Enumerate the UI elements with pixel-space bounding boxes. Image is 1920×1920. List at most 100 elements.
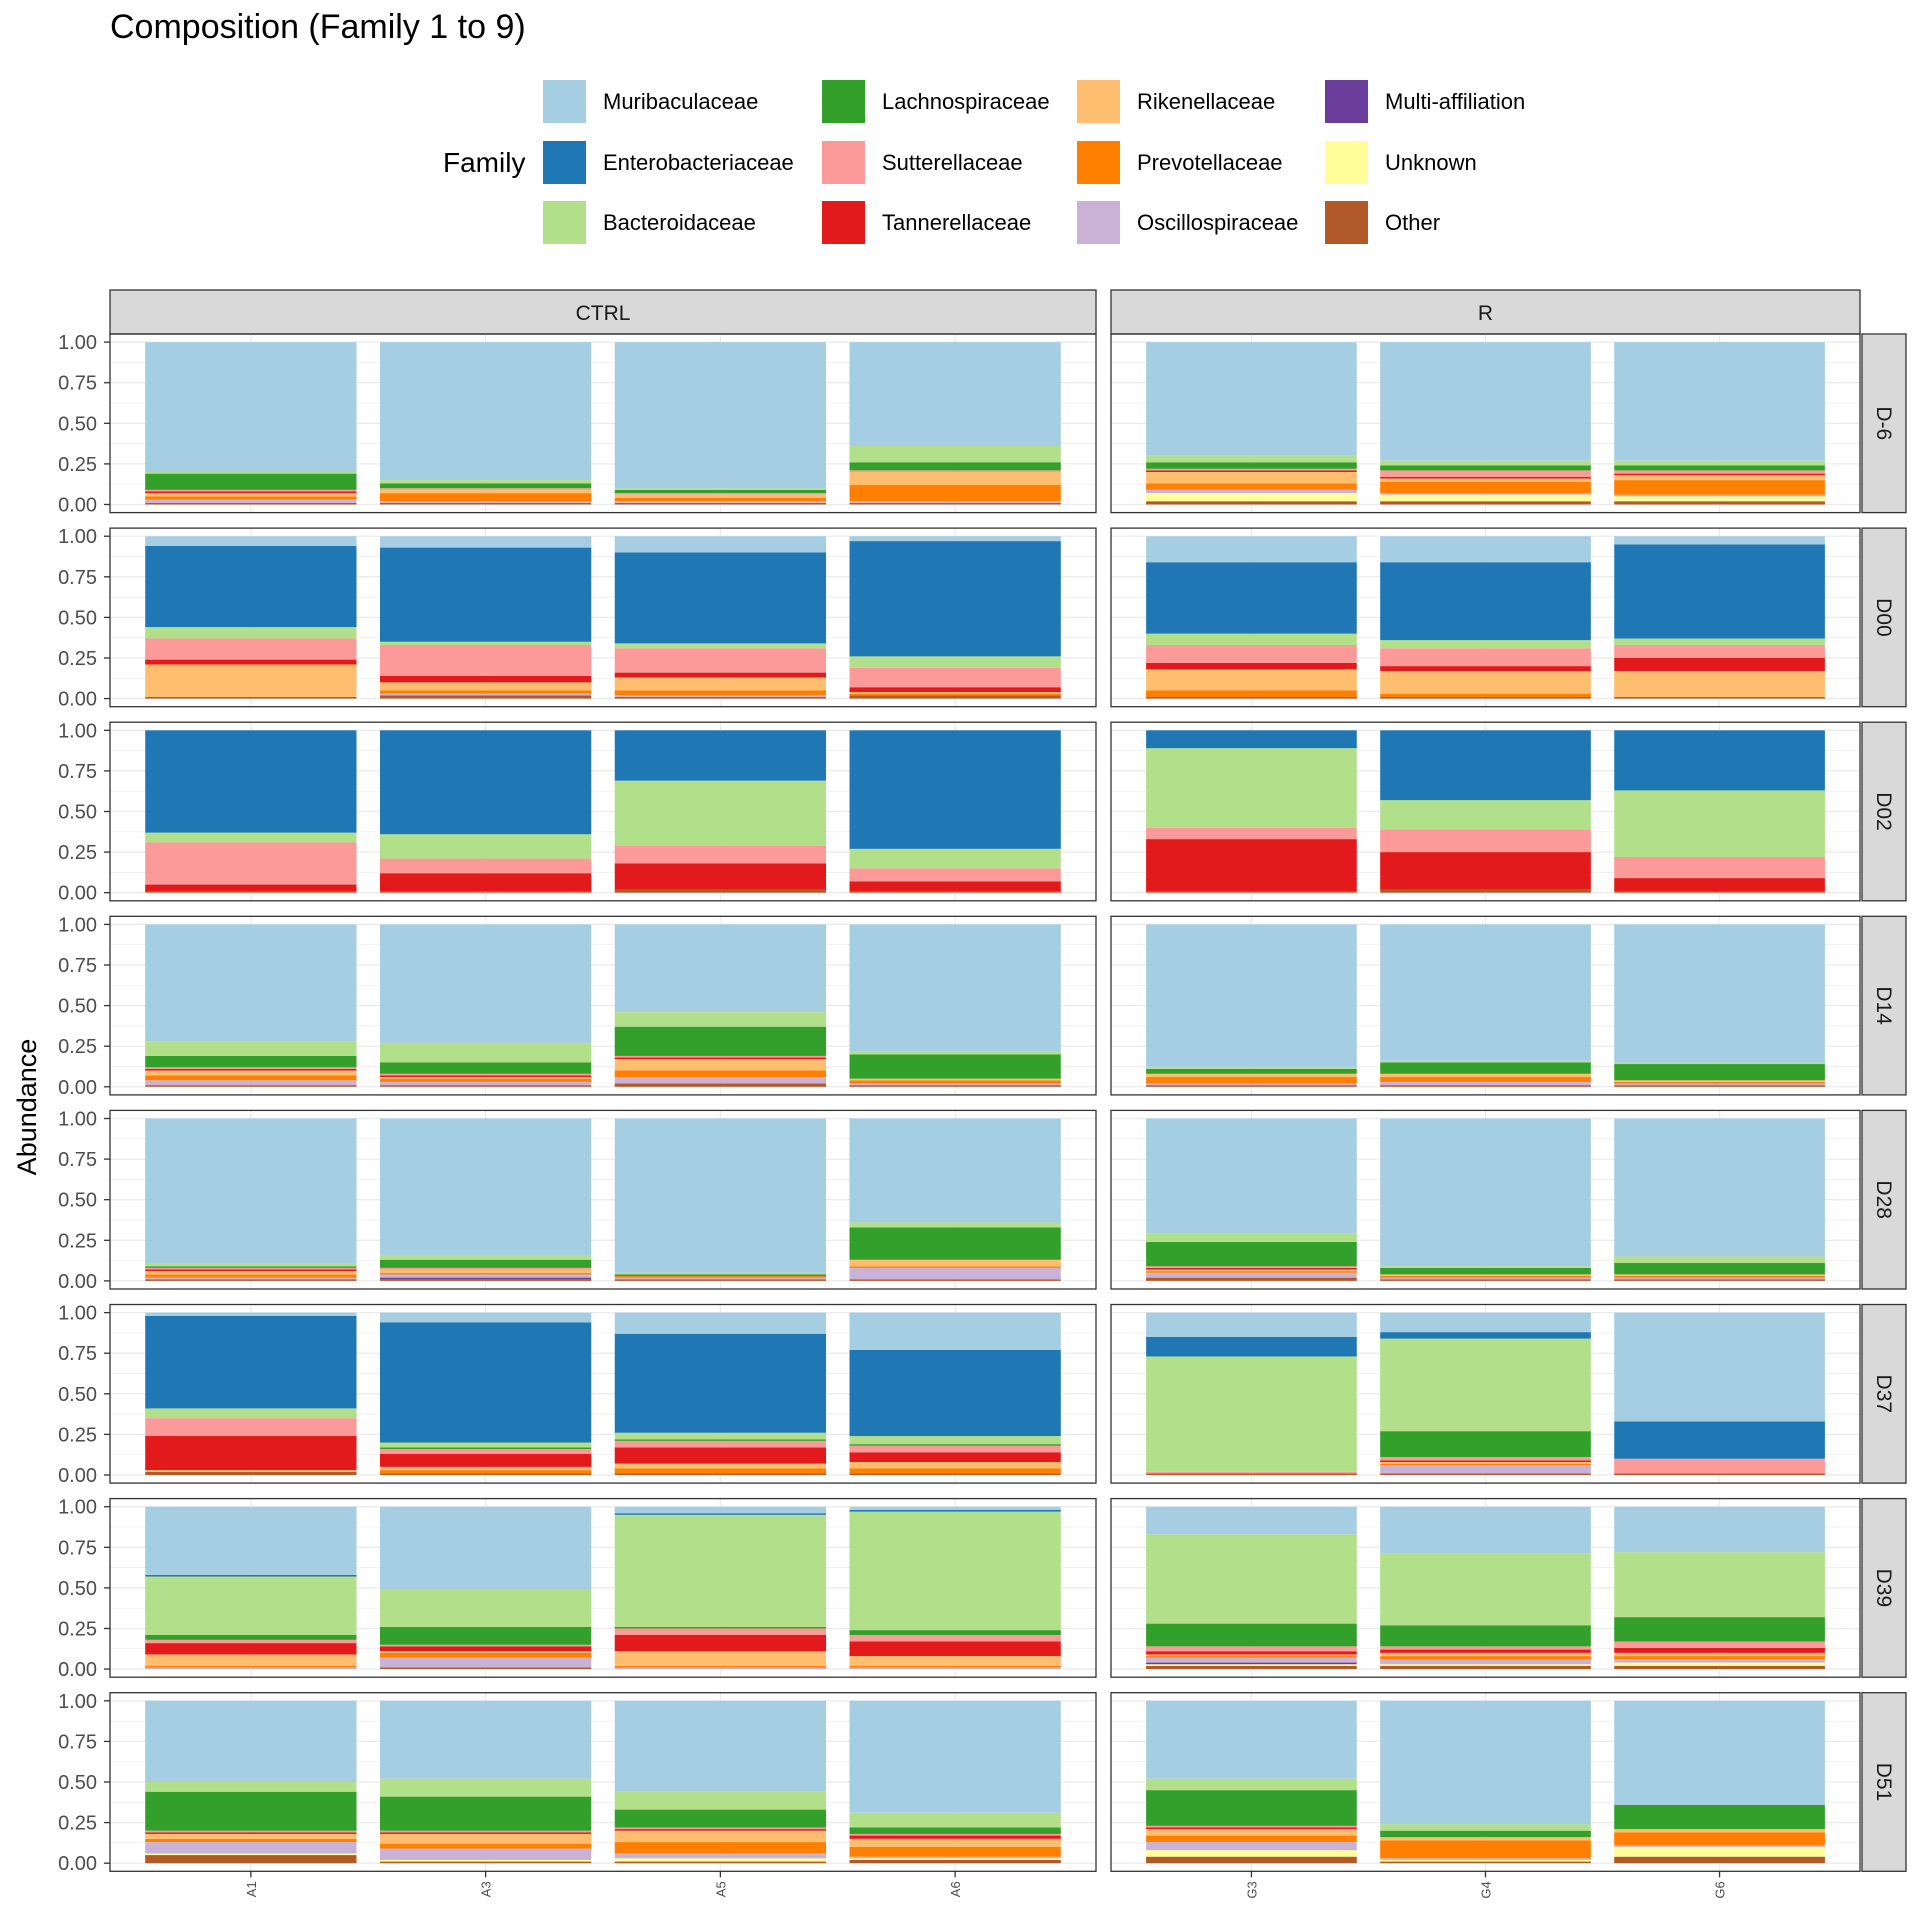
bar-segment xyxy=(379,1830,592,1833)
bar-segment xyxy=(614,1012,827,1027)
bar-segment xyxy=(1614,1700,1825,1805)
legend-swatch xyxy=(822,141,865,184)
bar-segment xyxy=(1380,800,1591,830)
bar-segment xyxy=(379,493,592,502)
bar-segment xyxy=(379,1861,592,1864)
legend-item: Oscillospiraceae xyxy=(1077,201,1298,244)
bar-segment xyxy=(849,1118,1061,1223)
y-tick-label: 0.50 xyxy=(58,1772,97,1794)
bar-segment xyxy=(1380,924,1591,1061)
bar-segment xyxy=(1380,1858,1591,1860)
bar-segment xyxy=(849,1856,1061,1859)
bar-segment xyxy=(1380,1861,1591,1864)
bar-segment xyxy=(614,1827,827,1830)
bar-segment xyxy=(145,1070,357,1076)
bar-segment xyxy=(1380,1646,1591,1650)
bar-segment xyxy=(145,1067,357,1069)
bar-segment xyxy=(614,1506,827,1514)
bar-segment xyxy=(145,891,357,893)
bar-segment xyxy=(145,1832,357,1834)
bar-segment xyxy=(1146,1068,1357,1074)
bar-segment xyxy=(145,1271,357,1275)
legend-title: Family xyxy=(443,147,525,178)
legend-label: Oscillospiraceae xyxy=(1137,210,1298,235)
bar-segment xyxy=(614,536,827,553)
bar-segment xyxy=(614,1634,827,1652)
bar-segment xyxy=(1380,1461,1591,1464)
bar-segment xyxy=(1614,1064,1825,1081)
bar-segment xyxy=(1380,1085,1591,1087)
bar-segment xyxy=(1146,1272,1357,1278)
facet-strip-row-label: D39 xyxy=(1872,1569,1895,1608)
bar-segment xyxy=(1146,1356,1357,1472)
bar-segment xyxy=(145,1842,357,1854)
bar-segment xyxy=(1380,481,1591,494)
bar-segment xyxy=(379,1506,592,1590)
y-tick-label: 0.50 xyxy=(58,413,97,435)
bar-segment xyxy=(614,1858,827,1862)
bar-segment xyxy=(1146,1271,1357,1273)
bar-segment xyxy=(379,1269,592,1273)
bar-segment xyxy=(1614,536,1825,545)
y-tick-label: 0.75 xyxy=(58,1149,97,1171)
bar-segment xyxy=(849,484,1061,502)
bar-segment xyxy=(145,696,357,699)
bar-segment xyxy=(849,1054,1061,1079)
bar-segment xyxy=(849,1266,1061,1268)
bar-segment xyxy=(614,1665,827,1668)
bar-segment xyxy=(1380,465,1591,471)
bar-segment xyxy=(145,659,357,665)
bar-segment xyxy=(1146,839,1357,892)
y-tick-label: 0.00 xyxy=(58,883,97,905)
bar-segment xyxy=(145,1576,357,1635)
bar-segment xyxy=(1146,462,1357,469)
bar-segment xyxy=(614,1312,827,1334)
bar-segment xyxy=(1146,669,1357,691)
bar-segment xyxy=(379,1322,592,1443)
bar-segment xyxy=(145,1654,357,1666)
facet-panels xyxy=(109,333,1861,1872)
bar-segment xyxy=(1614,696,1825,699)
bar-segment xyxy=(145,1700,357,1782)
bar-segment xyxy=(849,1473,1061,1475)
bar-segment xyxy=(1380,562,1591,641)
bar-segment xyxy=(379,1651,592,1653)
bar-segment xyxy=(145,1574,357,1577)
x-tick-label: A6 xyxy=(948,1881,963,1897)
bar-segment xyxy=(849,1833,1061,1836)
bar-segment xyxy=(614,1628,827,1635)
bar-segment xyxy=(1380,476,1591,479)
bar-segment xyxy=(1380,696,1591,699)
bar-segment xyxy=(1614,1118,1825,1257)
bar-segment xyxy=(145,1068,357,1071)
bar-segment xyxy=(849,1634,1061,1642)
facet-strip-row xyxy=(1861,721,1907,902)
y-tick-label: 0.25 xyxy=(58,1813,97,1835)
bar-segment xyxy=(614,1274,827,1277)
bar-segment xyxy=(849,1312,1061,1350)
bar-segment xyxy=(614,1439,827,1441)
bar-segment xyxy=(145,1277,357,1280)
y-tick-label: 1.00 xyxy=(58,1691,97,1713)
bar-segment xyxy=(1380,730,1591,801)
facet-strip-row-label: D02 xyxy=(1872,792,1895,831)
facet-strip-col xyxy=(1110,289,1861,335)
bar-segment xyxy=(1380,829,1591,853)
bar-segment xyxy=(1146,1067,1357,1069)
bar-segment xyxy=(1146,1651,1357,1655)
bar-segment xyxy=(379,1700,592,1779)
bar-segment xyxy=(614,1468,827,1474)
legend-label: Bacteroidaceae xyxy=(603,210,756,235)
bar-segment xyxy=(1146,1336,1357,1357)
bar-segment xyxy=(1146,501,1357,505)
bar-segment xyxy=(1146,1471,1357,1474)
bar-segment xyxy=(614,677,827,691)
bar-segment xyxy=(1146,1534,1357,1624)
bar-segment xyxy=(1380,1460,1591,1462)
bar-segment xyxy=(849,848,1061,869)
bar-segment xyxy=(145,502,357,505)
bar-segment xyxy=(1146,633,1357,646)
bar-segment xyxy=(379,480,592,484)
bar-segment xyxy=(849,1812,1061,1828)
y-tick-label: 0.75 xyxy=(58,567,97,589)
